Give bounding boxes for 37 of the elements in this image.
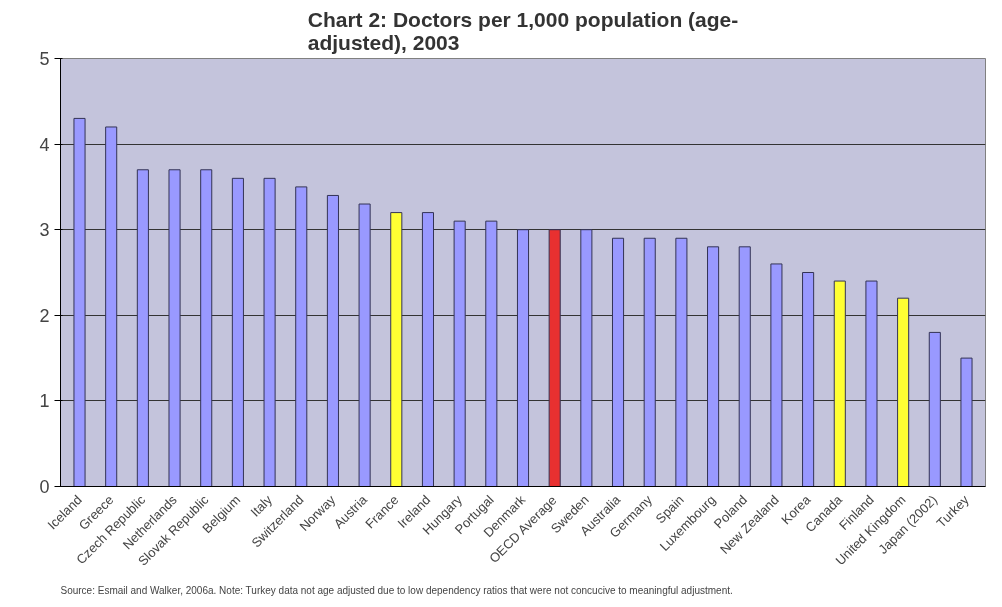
bar <box>168 169 181 487</box>
bar <box>675 237 688 487</box>
bar <box>485 220 498 487</box>
bar <box>105 126 118 487</box>
bar <box>897 297 910 487</box>
bar <box>421 212 435 487</box>
bar <box>73 117 86 487</box>
chart-title: Chart 2: Doctors per 1,000 population (age-adjusted), 2003 <box>307 7 739 54</box>
bar <box>200 169 213 487</box>
bar <box>326 194 339 487</box>
bar <box>802 272 815 487</box>
bar <box>738 246 751 487</box>
bar <box>453 220 466 487</box>
bar <box>770 263 783 487</box>
bar <box>358 203 371 487</box>
y-tick-label: 2 <box>39 305 50 326</box>
y-tick-label: 3 <box>39 220 50 241</box>
bar <box>548 229 561 487</box>
bar <box>833 280 846 487</box>
bar <box>390 212 403 487</box>
source-note: Source: Esmail and Walker, 2006a. Note: Turkey data not age adjusted due to low dependency ratios that were not concucive to meaningful adjustment. <box>60 584 733 596</box>
bar <box>580 229 593 487</box>
bar <box>928 331 941 487</box>
y-tick-label: 0 <box>39 477 50 497</box>
y-tick-label: 4 <box>39 134 50 155</box>
bar <box>865 280 878 487</box>
bar <box>960 357 973 487</box>
bar <box>263 177 276 487</box>
y-tick-label: 1 <box>39 391 50 412</box>
bar <box>231 177 244 487</box>
bar <box>611 237 625 487</box>
bar <box>707 246 720 487</box>
bar <box>295 186 308 487</box>
bar <box>516 229 530 487</box>
y-tick-label: 5 <box>39 49 50 69</box>
bar <box>136 169 149 487</box>
bar <box>643 237 656 487</box>
